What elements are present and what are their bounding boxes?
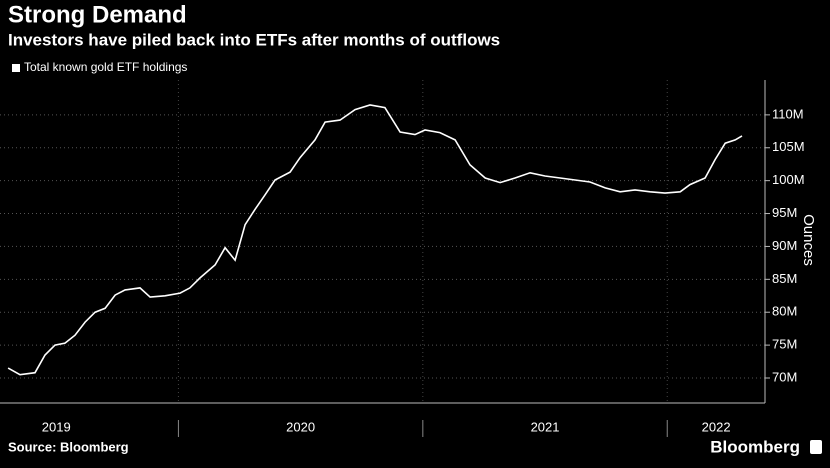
chart-subtitle: Investors have piled back into ETFs afte… xyxy=(8,30,500,49)
x-tick-label: 2021 xyxy=(531,419,560,434)
y-tick-label: 80M xyxy=(772,304,797,319)
y-tick-label: 95M xyxy=(772,205,797,220)
legend-label: Total known gold ETF holdings xyxy=(24,60,187,74)
y-tick-label: 90M xyxy=(772,238,797,253)
y-tick-label: 100M xyxy=(772,172,805,187)
y-tick-label: 75M xyxy=(772,337,797,352)
y-tick-label: 85M xyxy=(772,271,797,286)
y-tick-label: 105M xyxy=(772,139,805,154)
brand-icon xyxy=(810,440,822,454)
brand: Bloomberg xyxy=(710,437,800,456)
y-axis-label: Ounces xyxy=(800,214,817,266)
x-tick-label: 2020 xyxy=(286,419,315,434)
chart-title: Strong Demand xyxy=(8,1,187,28)
y-tick-label: 70M xyxy=(772,369,797,384)
source: Source: Bloomberg xyxy=(8,439,129,454)
x-tick-label: 2019 xyxy=(42,419,71,434)
legend-swatch xyxy=(12,64,20,72)
x-tick-label: 2022 xyxy=(702,419,731,434)
y-tick-label: 110M xyxy=(772,106,804,121)
series-line xyxy=(7,104,743,376)
